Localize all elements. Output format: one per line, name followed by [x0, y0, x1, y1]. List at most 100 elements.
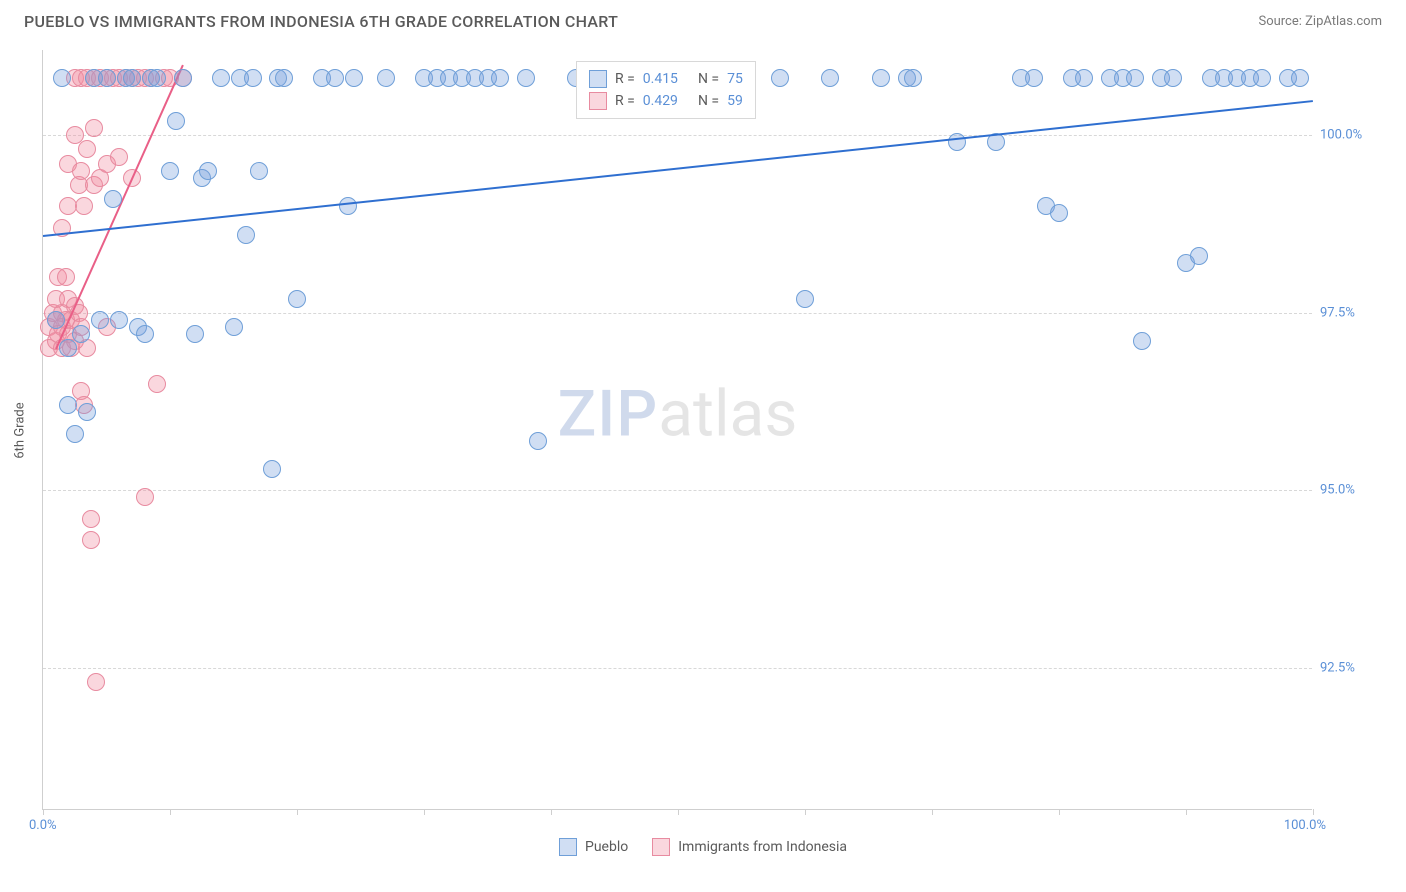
- pueblo-point: [148, 69, 166, 87]
- x-tick: [805, 809, 806, 815]
- indonesia-point: [75, 197, 93, 215]
- indonesia-point: [136, 488, 154, 506]
- chart-title: PUEBLO VS IMMIGRANTS FROM INDONESIA 6TH …: [24, 12, 618, 31]
- legend-label: Immigrants from Indonesia: [678, 839, 847, 855]
- pueblo-point: [161, 162, 179, 180]
- series-legend: Pueblo Immigrants from Indonesia: [559, 838, 847, 856]
- chart-source: Source: ZipAtlas.com: [1258, 14, 1382, 29]
- pueblo-point: [263, 460, 281, 478]
- pueblo-point: [136, 325, 154, 343]
- legend-n-value: 75: [727, 71, 743, 87]
- pueblo-point: [237, 226, 255, 244]
- pueblo-point: [326, 69, 344, 87]
- pueblo-point: [59, 396, 77, 414]
- pueblo-point: [250, 162, 268, 180]
- pueblo-point: [288, 290, 306, 308]
- indonesia-point: [85, 119, 103, 137]
- legend-swatch: [652, 838, 670, 856]
- legend-n-label: N =: [698, 93, 719, 109]
- y-tick-label: 97.5%: [1320, 305, 1372, 320]
- watermark-zip: ZIP: [558, 377, 659, 452]
- indonesia-point: [57, 268, 75, 286]
- gridline: [43, 490, 1312, 491]
- watermark: ZIPatlas: [558, 377, 798, 452]
- indonesia-point: [82, 510, 100, 528]
- x-tick: [1186, 809, 1187, 815]
- pueblo-point: [529, 432, 547, 450]
- pueblo-point: [110, 311, 128, 329]
- pueblo-point: [212, 69, 230, 87]
- indonesia-point: [78, 140, 96, 158]
- legend-item: Immigrants from Indonesia: [652, 838, 847, 856]
- legend-swatch: [589, 92, 607, 110]
- legend-item: Pueblo: [559, 838, 628, 856]
- pueblo-point: [872, 69, 890, 87]
- pueblo-point: [821, 69, 839, 87]
- pueblo-point: [491, 69, 509, 87]
- pueblo-point: [72, 325, 90, 343]
- pueblo-point: [339, 197, 357, 215]
- gridline: [43, 135, 1312, 136]
- pueblo-point: [47, 311, 65, 329]
- legend-r-label: R =: [615, 93, 635, 109]
- pueblo-point: [275, 69, 293, 87]
- pueblo-point: [517, 69, 535, 87]
- pueblo-point: [1291, 69, 1309, 87]
- indonesia-point: [82, 531, 100, 549]
- y-tick-label: 95.0%: [1320, 483, 1372, 498]
- stats-legend-row-pueblo: R = 0.415 N = 75: [589, 68, 743, 90]
- pueblo-point: [244, 69, 262, 87]
- pueblo-point: [1126, 69, 1144, 87]
- pueblo-point: [167, 112, 185, 130]
- stats-legend-row-indonesia: R = 0.429 N = 59: [589, 90, 743, 112]
- legend-swatch: [589, 70, 607, 88]
- pueblo-point: [53, 69, 71, 87]
- indonesia-point: [87, 673, 105, 691]
- pueblo-point: [377, 69, 395, 87]
- x-tick: [424, 809, 425, 815]
- pueblo-point: [174, 69, 192, 87]
- pueblo-point: [59, 339, 77, 357]
- pueblo-point: [345, 69, 363, 87]
- legend-r-value: 0.429: [643, 93, 678, 109]
- pueblo-point: [186, 325, 204, 343]
- x-tick: [678, 809, 679, 815]
- x-tick: [932, 809, 933, 815]
- x-tick: [297, 809, 298, 815]
- legend-n-value: 59: [727, 93, 743, 109]
- pueblo-point: [199, 162, 217, 180]
- pueblo-point: [225, 318, 243, 336]
- chart-header: PUEBLO VS IMMIGRANTS FROM INDONESIA 6TH …: [0, 0, 1406, 37]
- pueblo-point: [1133, 332, 1151, 350]
- indonesia-point: [110, 148, 128, 166]
- pueblo-point: [771, 69, 789, 87]
- pueblo-point: [1190, 247, 1208, 265]
- pueblo-point: [104, 190, 122, 208]
- pueblo-point: [1025, 69, 1043, 87]
- gridline: [43, 668, 1312, 669]
- legend-n-label: N =: [698, 71, 719, 87]
- pueblo-point: [98, 69, 116, 87]
- x-axis-min-label: 0.0%: [29, 818, 57, 833]
- gridline: [43, 313, 1312, 314]
- legend-r-value: 0.415: [643, 71, 678, 87]
- pueblo-point: [78, 403, 96, 421]
- pueblo-point: [904, 69, 922, 87]
- y-tick-label: 100.0%: [1320, 128, 1372, 143]
- pueblo-point: [1050, 204, 1068, 222]
- scatter-chart: ZIPatlas 92.5%95.0%97.5%100.0%0.0%100.0%…: [42, 50, 1312, 810]
- pueblo-point: [1253, 69, 1271, 87]
- pueblo-point: [123, 69, 141, 87]
- y-axis-label-container: 6th Grade: [8, 50, 32, 810]
- x-tick: [170, 809, 171, 815]
- x-axis-max-label: 100.0%: [1284, 818, 1326, 833]
- pueblo-point: [91, 311, 109, 329]
- pueblo-point: [948, 133, 966, 151]
- legend-r-label: R =: [615, 71, 635, 87]
- pueblo-point: [1164, 69, 1182, 87]
- legend-label: Pueblo: [585, 839, 628, 855]
- pueblo-trendline: [43, 100, 1313, 237]
- x-tick: [43, 809, 44, 815]
- legend-swatch: [559, 838, 577, 856]
- pueblo-point: [796, 290, 814, 308]
